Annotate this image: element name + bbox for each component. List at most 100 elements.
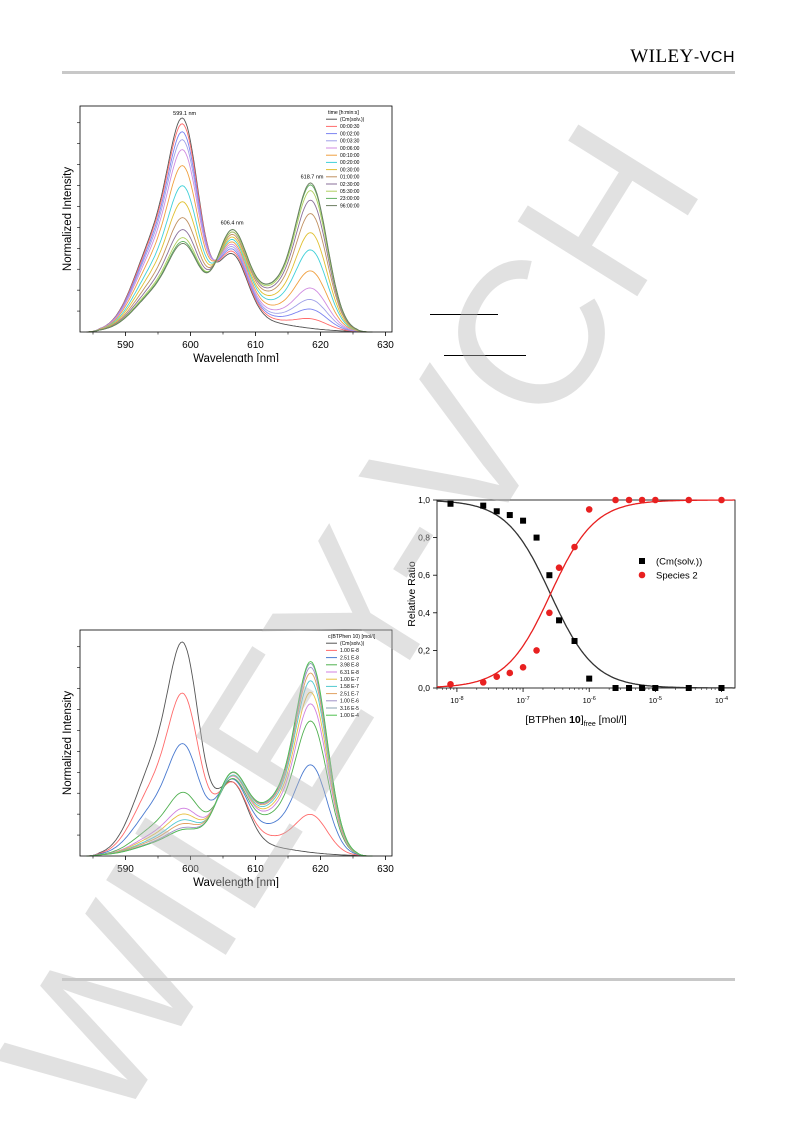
fig2-x-axis-label: Wavelength [nm] bbox=[193, 877, 279, 888]
fig2-legend-label-3: 3.98 E-8 bbox=[340, 663, 359, 669]
fig2-series-line-6 bbox=[86, 680, 373, 857]
fig3-fit-line-0 bbox=[436, 500, 735, 689]
fig3-circle-point bbox=[638, 496, 646, 504]
figure-spectra-concentration: 590 600 610 620 630 Wavelength [nm] Normalized… bbox=[62, 629, 394, 888]
fig2-legend-label-4: 6.31 E-8 bbox=[340, 670, 359, 676]
fig2-legend-label-6: 1.58 E-7 bbox=[340, 684, 359, 690]
fig1-annotation-1: 606.4 nm bbox=[221, 221, 244, 227]
fig3-x-tick-label-2: 10-6 bbox=[583, 696, 596, 705]
fig3-square-point bbox=[447, 500, 454, 507]
fig2-plot-frame bbox=[79, 629, 393, 857]
fig3-square-point bbox=[571, 638, 578, 644]
fig3-legend-label-0: (Cm(solv.)) bbox=[656, 557, 702, 568]
fig1-series-line-4 bbox=[86, 149, 373, 333]
fig1-legend-label-5: 00:10:00 bbox=[340, 153, 360, 159]
text-rule-1 bbox=[430, 314, 498, 315]
fig3-x-tick-label-1: 10-7 bbox=[516, 696, 529, 705]
fig3-square-point bbox=[493, 508, 500, 515]
fig3-square-point bbox=[652, 685, 659, 691]
fig2-legend-label-9: 3.16 E-5 bbox=[340, 706, 359, 712]
fig3-square-point bbox=[533, 534, 540, 541]
fig3-square-point bbox=[685, 685, 692, 691]
fig2-legend-label-10: 1.00 E-4 bbox=[340, 713, 359, 719]
fig2-legend-label-2: 2.51 E-8 bbox=[340, 655, 359, 661]
fig1-series-line-7 bbox=[86, 201, 373, 333]
fig2-x-tick-label-3: 620 bbox=[312, 864, 329, 875]
fig3-square-point bbox=[506, 512, 513, 519]
fig1-legend-label-3: 00:03:30 bbox=[340, 139, 360, 145]
fig3-square-point bbox=[586, 675, 593, 682]
fig3-circle-point bbox=[625, 496, 633, 504]
fig3-square-point bbox=[546, 572, 553, 579]
fig2-legend-label-1: 1.00 E-8 bbox=[340, 648, 359, 654]
fig1-x-axis-label: Wavelength [nm] bbox=[193, 353, 279, 362]
fig3-circle-point bbox=[447, 680, 454, 688]
fig3-y-axis-label: Relative Ratio bbox=[406, 561, 418, 627]
fig1-y-axis-label: Normalized Intensity bbox=[62, 167, 74, 271]
fig1-x-tick-label-2: 610 bbox=[247, 340, 264, 351]
fig3-circle-point bbox=[571, 543, 578, 551]
fig3-x-tick-label-4: 10-4 bbox=[715, 696, 728, 705]
svg-text:WILEY-VCH: WILEY-VCH bbox=[0, 87, 744, 1121]
fig2-legend-label-0: (Cm(solv.)) bbox=[340, 641, 365, 647]
fig3-circle-point bbox=[612, 496, 619, 504]
fig3-circle-point bbox=[652, 496, 659, 504]
fig3-square-point bbox=[639, 685, 646, 691]
fig2-series-line-10 bbox=[86, 660, 373, 857]
fig2-x-tick-label-1: 600 bbox=[182, 864, 199, 875]
fig1-legend-label-7: 00:30:00 bbox=[340, 167, 360, 173]
fig3-circle-point bbox=[555, 564, 563, 571]
fig2-y-axis-label: Normalized Intensity bbox=[62, 691, 74, 795]
fig3-legend-circle bbox=[638, 571, 646, 579]
fig3-y-tick-label-2: 0,4 bbox=[418, 608, 430, 618]
fig1-series-line-0 bbox=[86, 117, 373, 333]
fig1-annotation-2: 618.7 nm bbox=[301, 175, 324, 181]
fig1-legend-label-9: 02:30:00 bbox=[340, 182, 360, 188]
fig2-legend-label-5: 1.00 E-7 bbox=[340, 677, 359, 683]
fig1-series-line-2 bbox=[86, 131, 373, 333]
fig2-x-tick-label-4: 630 bbox=[377, 864, 394, 875]
fig1-x-tick-label-0: 590 bbox=[117, 340, 134, 351]
fig1-legend-label-2: 00:02:00 bbox=[340, 131, 360, 137]
fig1-legend-label-6: 00:20:00 bbox=[340, 160, 360, 166]
fig2-x-tick-label-2: 610 bbox=[247, 864, 264, 875]
fig1-legend-label-4: 00:06:00 bbox=[340, 146, 360, 152]
fig3-circle-point bbox=[546, 609, 553, 617]
fig3-square-point bbox=[626, 685, 633, 691]
fig2-series-line-0 bbox=[86, 641, 373, 857]
fig1-annotation-0: 599.1 nm bbox=[173, 111, 196, 117]
fig1-series-line-8 bbox=[86, 213, 373, 333]
fig1-legend-label-0: (Cm(solv.)) bbox=[340, 117, 365, 123]
fig2-legend-label-7: 2.51 E-7 bbox=[340, 691, 359, 697]
fig3-square-point bbox=[718, 685, 725, 691]
fig3-fit-line-1 bbox=[436, 499, 735, 688]
fig3-square-point bbox=[612, 685, 619, 691]
fig1-legend-title: time [h:min:s] bbox=[328, 110, 359, 116]
fig3-y-tick-label-4: 0,8 bbox=[418, 533, 430, 543]
fig3-square-point bbox=[556, 617, 563, 624]
fig2-series-line-1 bbox=[86, 692, 373, 857]
fig3-legend-square bbox=[639, 558, 645, 564]
fig1-legend-label-8: 01:00:00 bbox=[340, 175, 360, 181]
fig3-circle-point bbox=[493, 673, 501, 681]
fig3-square-point bbox=[520, 517, 527, 524]
fig1-series-line-12 bbox=[86, 182, 373, 333]
fig3-circle-point bbox=[519, 664, 527, 671]
fig3-square-point bbox=[480, 502, 487, 509]
fig1-legend-label-11: 23:00:00 bbox=[340, 196, 360, 202]
fig3-circle-point bbox=[585, 506, 593, 513]
fig1-plot-frame bbox=[79, 105, 393, 333]
fig2-x-tick-label-0: 590 bbox=[117, 864, 134, 875]
fig3-legend-label-1: Species 2 bbox=[656, 571, 698, 582]
publisher-logo: WILEY-VCH bbox=[630, 46, 735, 67]
fig1-series-line-1 bbox=[86, 123, 373, 333]
fig3-circle-point bbox=[718, 496, 725, 504]
figure-spectra-time: 590 600 610 620 630 Wavelength [nm] Normalized… bbox=[62, 105, 394, 362]
fig3-x-tick-label-3: 10-5 bbox=[649, 696, 662, 705]
fig3-y-tick-label-1: 0,2 bbox=[418, 645, 430, 655]
fig1-legend-label-1: 00:00:30 bbox=[340, 124, 360, 130]
fig1-series-line-5 bbox=[86, 165, 373, 333]
fig1-x-tick-label-1: 600 bbox=[182, 340, 199, 351]
fig3-circle-point bbox=[479, 679, 487, 686]
